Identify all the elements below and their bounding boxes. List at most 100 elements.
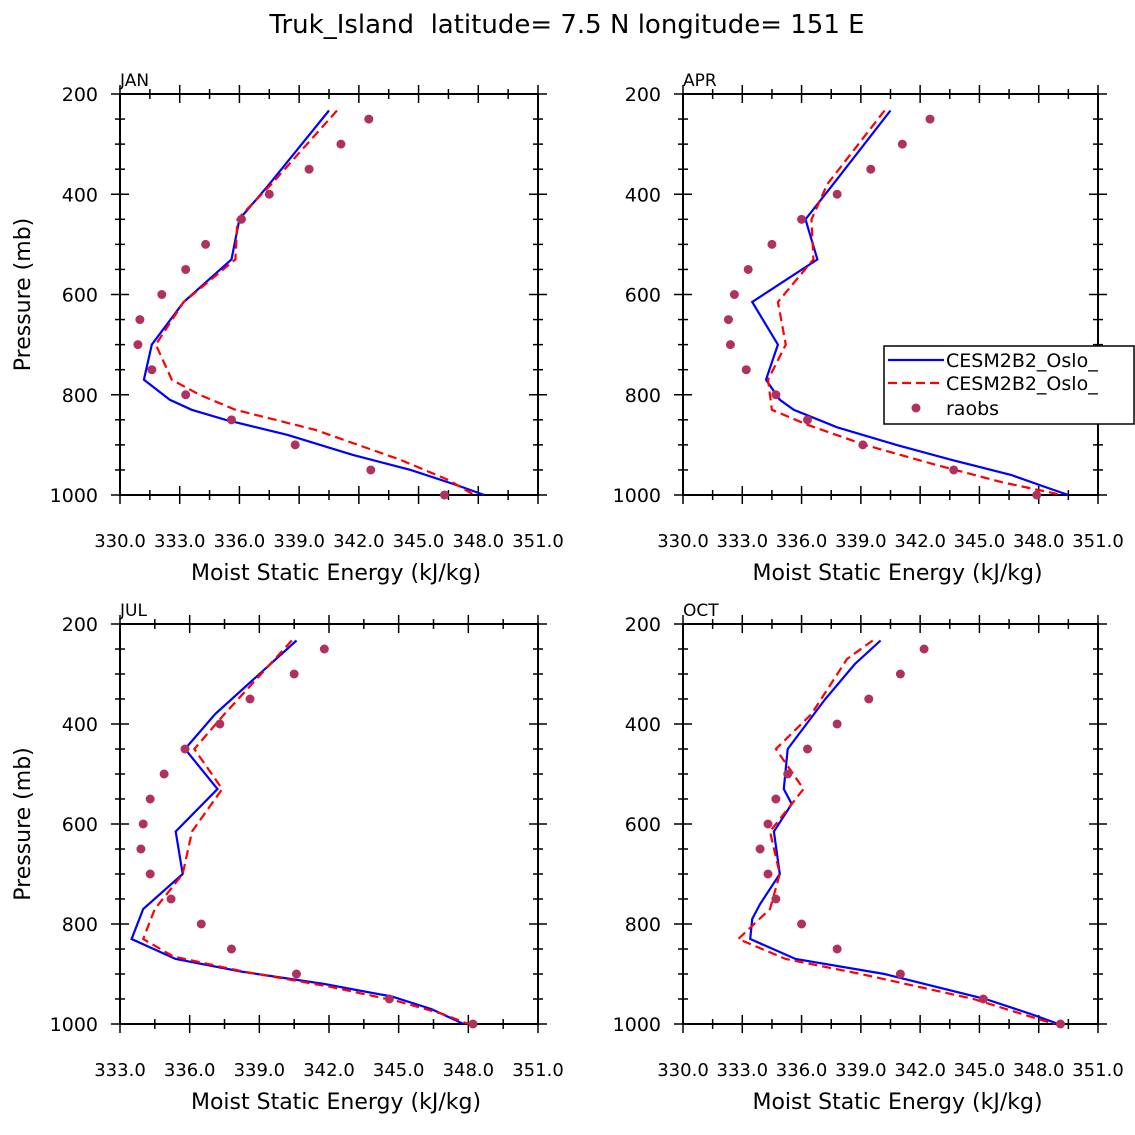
legend-swatch-raobs	[911, 403, 921, 413]
raobs-point	[226, 415, 236, 425]
legend-entry-label: CESM2B2_Oslo_	[946, 373, 1098, 395]
series-model1-line	[750, 109, 1069, 497]
x-tick-label: 345.0	[954, 531, 1006, 552]
raobs-point	[147, 365, 157, 375]
panel-title: OCT	[683, 601, 719, 621]
raobs-point	[201, 239, 211, 249]
x-tick-label: 348.0	[1013, 531, 1065, 552]
raobs-point	[763, 819, 773, 829]
raobs-point	[157, 290, 167, 299]
x-tick-label: 345.0	[954, 1060, 1006, 1081]
x-tick-label: 339.0	[835, 1060, 887, 1081]
y-tick-label: 600	[62, 285, 98, 307]
y-tick-label: 600	[62, 814, 98, 836]
raobs-point	[755, 844, 765, 854]
panel-apr: APR 200 400 600 800 1000 330.0 333.0 336.0 339.0 3…	[613, 71, 1124, 586]
raobs-point	[743, 264, 753, 274]
raobs-point	[771, 794, 781, 804]
legend: CESM2B2_Oslo_CESM2B2_Oslo_raobs	[883, 345, 1135, 425]
raobs-point	[159, 769, 169, 779]
x-tick-label: 351.0	[512, 531, 564, 552]
raobs-point	[181, 390, 191, 400]
raobs-point	[245, 694, 255, 704]
raobs-point	[767, 239, 777, 249]
x-tick-label: 342.0	[303, 1060, 355, 1081]
y-tick-label: 200	[625, 84, 661, 106]
raobs-point	[138, 819, 148, 829]
raobs-point	[1055, 1019, 1065, 1029]
x-tick-label: 339.0	[234, 1060, 286, 1081]
x-axis-label: Moist Static Energy (kJ/kg)	[191, 561, 481, 586]
series-model1-line	[749, 639, 1059, 1026]
figure-title: Truk_Island latitude= 7.5 N longitude= 1…	[268, 10, 864, 40]
raobs-point	[289, 669, 299, 679]
raobs-point	[771, 894, 781, 904]
raobs-point	[803, 744, 812, 754]
raobs-point	[1032, 490, 1042, 500]
raobs-point	[439, 490, 449, 500]
raobs-point	[384, 994, 394, 1004]
raobs-point	[196, 919, 206, 929]
raobs-point	[978, 994, 988, 1004]
raobs-point	[895, 669, 905, 679]
raobs-point	[866, 164, 876, 174]
x-axis-label: Moist Static Energy (kJ/kg)	[191, 1090, 481, 1115]
panel-title: JAN	[119, 71, 149, 91]
y-tick-label: 800	[62, 914, 98, 936]
legend-entry-label: CESM2B2_Oslo_	[946, 350, 1098, 372]
x-tick-label: 330.0	[657, 1060, 709, 1081]
x-axis-label: Moist Static Energy (kJ/kg)	[752, 561, 1042, 586]
raobs-point	[725, 340, 735, 350]
raobs-point	[135, 315, 145, 325]
raobs-point	[180, 744, 190, 754]
raobs-point	[895, 969, 905, 979]
x-tick-label: 345.0	[373, 1060, 425, 1081]
raobs-point	[729, 290, 739, 299]
x-tick-label: 351.0	[1072, 531, 1124, 552]
y-tick-label: 800	[625, 385, 661, 407]
y-tick-label: 1000	[50, 485, 98, 507]
x-tick-label: 342.0	[894, 531, 946, 552]
raobs-point	[145, 794, 155, 804]
raobs-point	[166, 894, 176, 904]
y-tick-label: 400	[625, 714, 661, 736]
x-tick-label: 330.0	[657, 531, 709, 552]
raobs-point	[468, 1019, 478, 1029]
y-tick-label: 400	[62, 184, 98, 206]
y-tick-label: 600	[625, 285, 661, 307]
raobs-point	[771, 390, 781, 400]
x-axis-label: Moist Static Energy (kJ/kg)	[752, 1090, 1042, 1115]
series-model1-line	[130, 639, 465, 1025]
raobs-point	[133, 340, 143, 350]
x-tick-label: 348.0	[1013, 1060, 1065, 1081]
y-tick-label: 600	[625, 814, 661, 836]
raobs-point	[723, 315, 733, 325]
raobs-point	[364, 114, 374, 124]
x-tick-label: 333.0	[94, 1060, 146, 1081]
raobs-point	[319, 644, 329, 654]
y-tick-label: 800	[62, 385, 98, 407]
x-tick-label: 348.0	[453, 531, 505, 552]
raobs-point	[797, 214, 807, 224]
y-tick-label: 200	[62, 614, 98, 636]
raobs-point	[763, 869, 773, 879]
x-tick-label: 336.0	[164, 1060, 216, 1081]
raobs-point	[797, 919, 807, 929]
x-tick-label: 342.0	[333, 531, 385, 552]
raobs-point	[803, 415, 812, 425]
raobs-point	[181, 264, 191, 274]
y-tick-label: 400	[625, 184, 661, 206]
x-tick-label: 339.0	[273, 531, 325, 552]
y-tick-label: 1000	[613, 485, 661, 507]
raobs-point	[291, 969, 301, 979]
series-model2-line	[766, 109, 1063, 497]
raobs-point	[290, 440, 300, 450]
raobs-point	[215, 719, 225, 729]
x-tick-label: 348.0	[443, 1060, 495, 1081]
raobs-point	[919, 644, 929, 654]
panel-jul: JUL 200 400 600 800 1000 333.0 336.0 339.0 342.0 3…	[11, 601, 564, 1115]
y-tick-label: 1000	[50, 1014, 98, 1036]
x-tick-label: 330.0	[94, 531, 146, 552]
raobs-point	[864, 694, 874, 704]
